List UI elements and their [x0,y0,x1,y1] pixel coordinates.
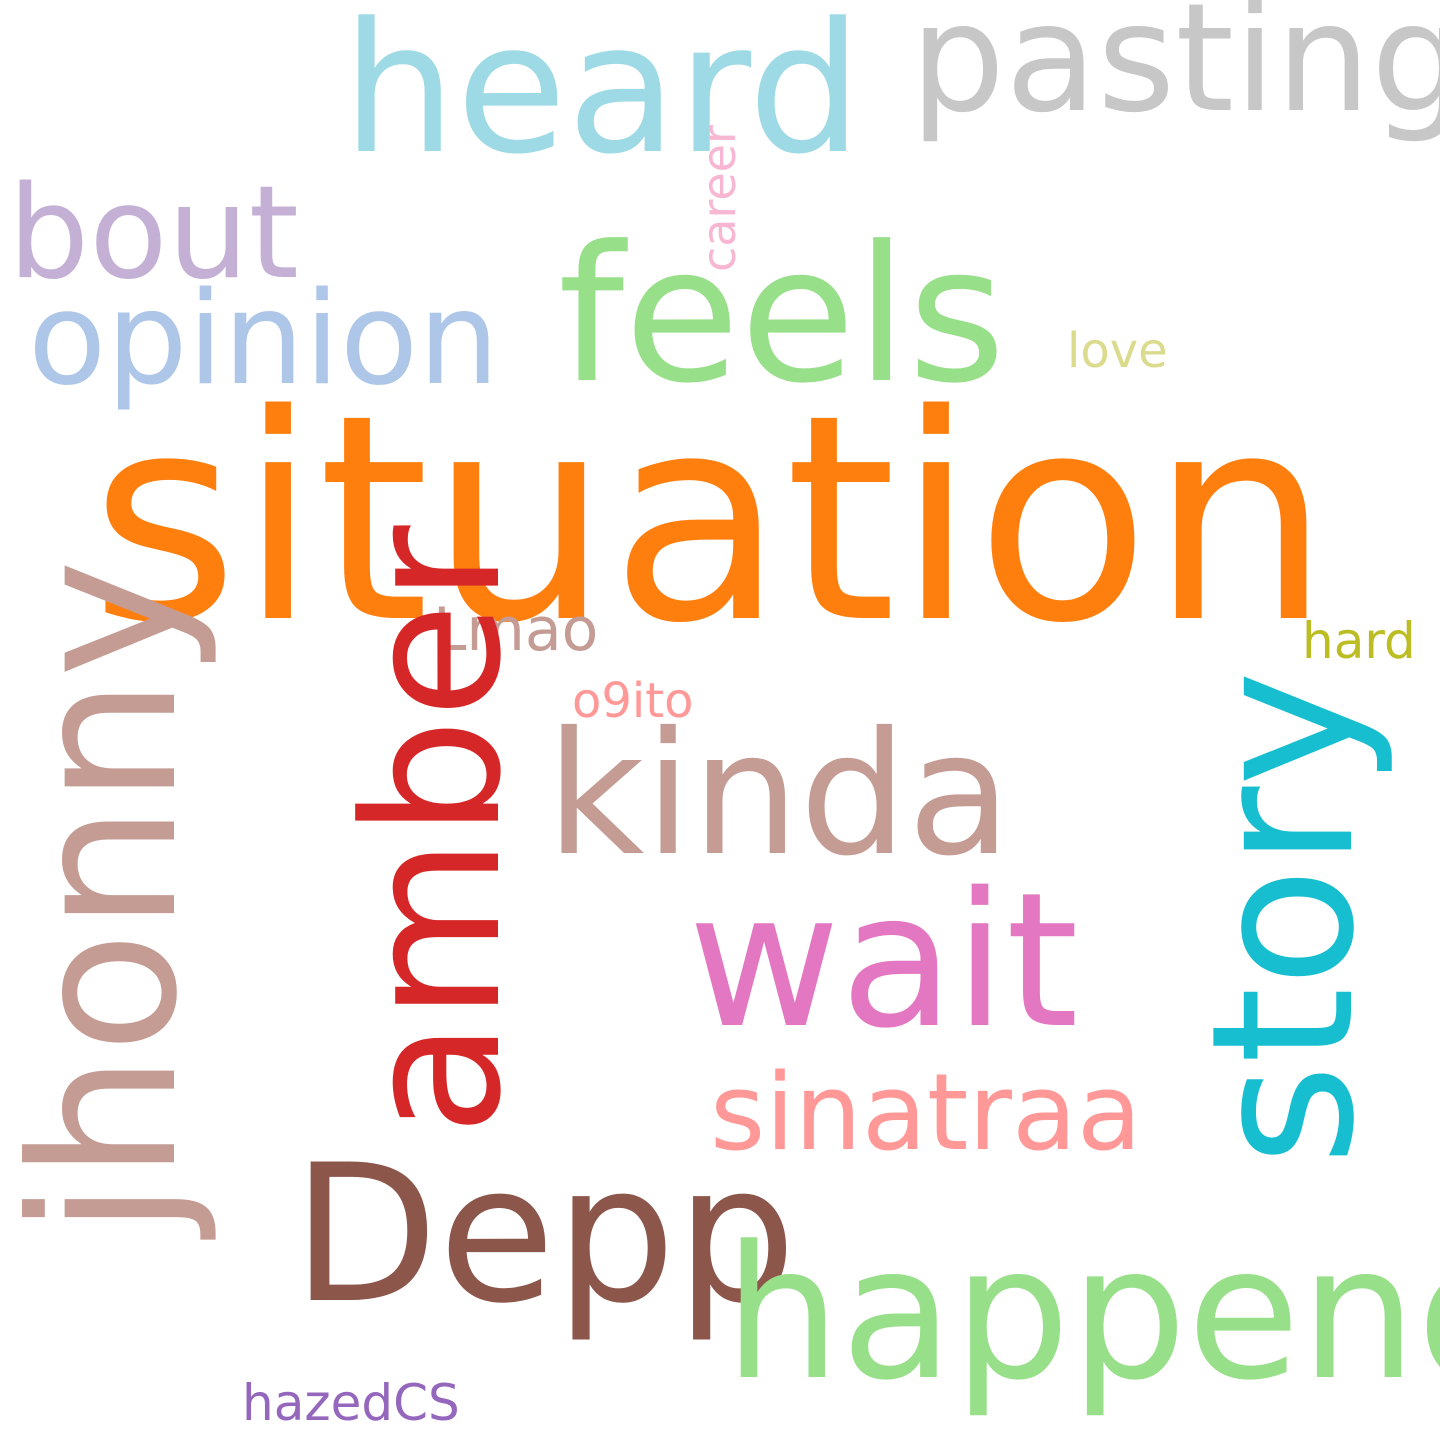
word-opinion: opinion [28,265,500,414]
word-jhonny: jhonny [0,559,222,1236]
word-depp: Depp [292,1124,797,1345]
word-situation: situation [90,354,1331,686]
word-happend: happend [724,1207,1440,1421]
word-bout: bout [8,159,299,308]
word-sinatraa: sinatraa [710,1051,1142,1174]
word-feels: feels [558,206,1006,425]
word-love: love [1067,323,1168,379]
word-career: career [692,125,746,272]
word-wait: wait [688,852,1079,1069]
word-o9ito: o9ito [572,673,694,729]
word-story: story [1170,670,1398,1166]
word-amber: amber [324,525,543,1136]
word-hazedcs: hazedCS [242,1374,460,1432]
word-hard: hard [1302,612,1416,670]
word-pasting: pasting [910,0,1440,146]
word-heard: heard [342,0,863,194]
word-kinda: kinda [546,696,1012,894]
word-lmao: Lmao [433,595,599,665]
